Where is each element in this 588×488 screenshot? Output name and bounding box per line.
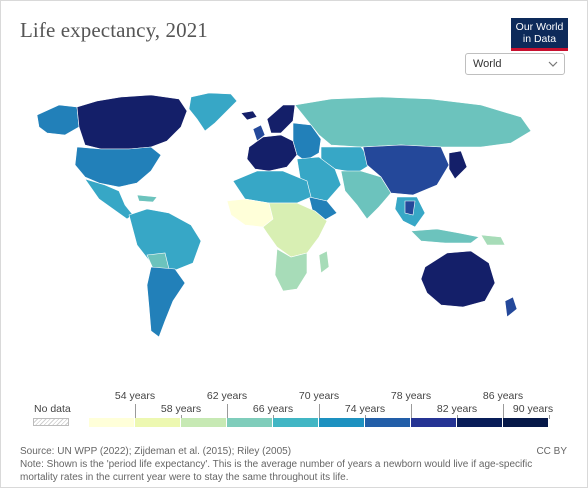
no-data-swatch [33,418,69,426]
legend-label: 86 years [482,390,524,402]
region-south-asia[interactable] [340,170,392,220]
legend-tick [457,415,458,419]
logo-line-1: Our World [515,21,564,33]
legend-tick [365,415,366,419]
region-select-value: World [473,58,502,70]
legend-tick [549,415,550,419]
world-map[interactable] [1,81,588,381]
legend-label: 70 years [298,390,340,402]
no-data-label: No data [34,403,71,415]
legend-label: 58 years [160,403,202,415]
logo-line-2: in Data [522,33,557,45]
legend-label: 66 years [252,403,294,415]
region-western-europe[interactable] [246,134,298,172]
note-line-1: Note: Shown is the 'period life expectan… [20,459,533,470]
license-text[interactable]: CC BY [536,446,567,457]
region-china[interactable] [362,144,450,196]
legend-tick [181,415,182,419]
legend-label: 74 years [344,403,386,415]
region-caribbean[interactable] [136,194,158,203]
legend-bin[interactable] [227,418,273,427]
legend-bin[interactable] [273,418,319,427]
legend-label: 54 years [114,390,156,402]
region-japan[interactable] [448,150,468,180]
region-south-america-south[interactable] [146,266,186,338]
region-new-zealand[interactable] [504,296,518,318]
legend-tick [227,404,228,418]
legend-bin[interactable] [457,418,503,427]
region-russia[interactable] [294,96,532,148]
region-scandinavia[interactable] [266,104,296,134]
region-canada[interactable] [76,94,188,150]
region-madagascar[interactable] [318,250,330,274]
region-australia[interactable] [420,250,496,308]
region-north-africa[interactable] [232,170,312,204]
legend-bin[interactable] [89,418,135,427]
chevron-down-icon [548,61,558,67]
legend-tick [135,404,136,418]
legend-tick [503,404,504,418]
legend-label: 78 years [390,390,432,402]
legend-bin[interactable] [411,418,457,427]
legend-bin[interactable] [365,418,411,427]
legend-bin[interactable] [135,418,181,427]
legend-label: 82 years [436,403,478,415]
logo-red-bar [511,48,568,51]
legend-bin[interactable] [319,418,365,427]
region-southern-africa[interactable] [274,248,308,292]
region-united-states[interactable] [74,146,162,188]
legend-bin[interactable] [181,418,227,427]
region-thailand[interactable] [404,200,416,216]
legend-tick [411,404,412,418]
legend-label: 90 years [512,403,554,415]
chart-title: Life expectancy, 2021 [20,18,208,42]
region-west-africa[interactable] [226,198,274,228]
region-uk[interactable] [252,124,266,142]
legend-tick [319,404,320,418]
region-alaska[interactable] [36,104,80,136]
note-line-2: mortality rates in the current year were… [20,472,349,483]
legend-bin[interactable] [503,418,549,427]
source-text: Source: UN WPP (2022); Zijdeman et al. (… [20,446,292,457]
legend-label: 62 years [206,390,248,402]
region-papua-new-guinea[interactable] [480,234,506,246]
region-greenland[interactable] [188,92,238,132]
owid-logo[interactable]: Our World in Data [511,18,568,51]
region-indonesia[interactable] [410,228,480,244]
region-select[interactable]: World [465,53,565,75]
region-iceland[interactable] [240,110,258,121]
legend-tick [273,415,274,419]
